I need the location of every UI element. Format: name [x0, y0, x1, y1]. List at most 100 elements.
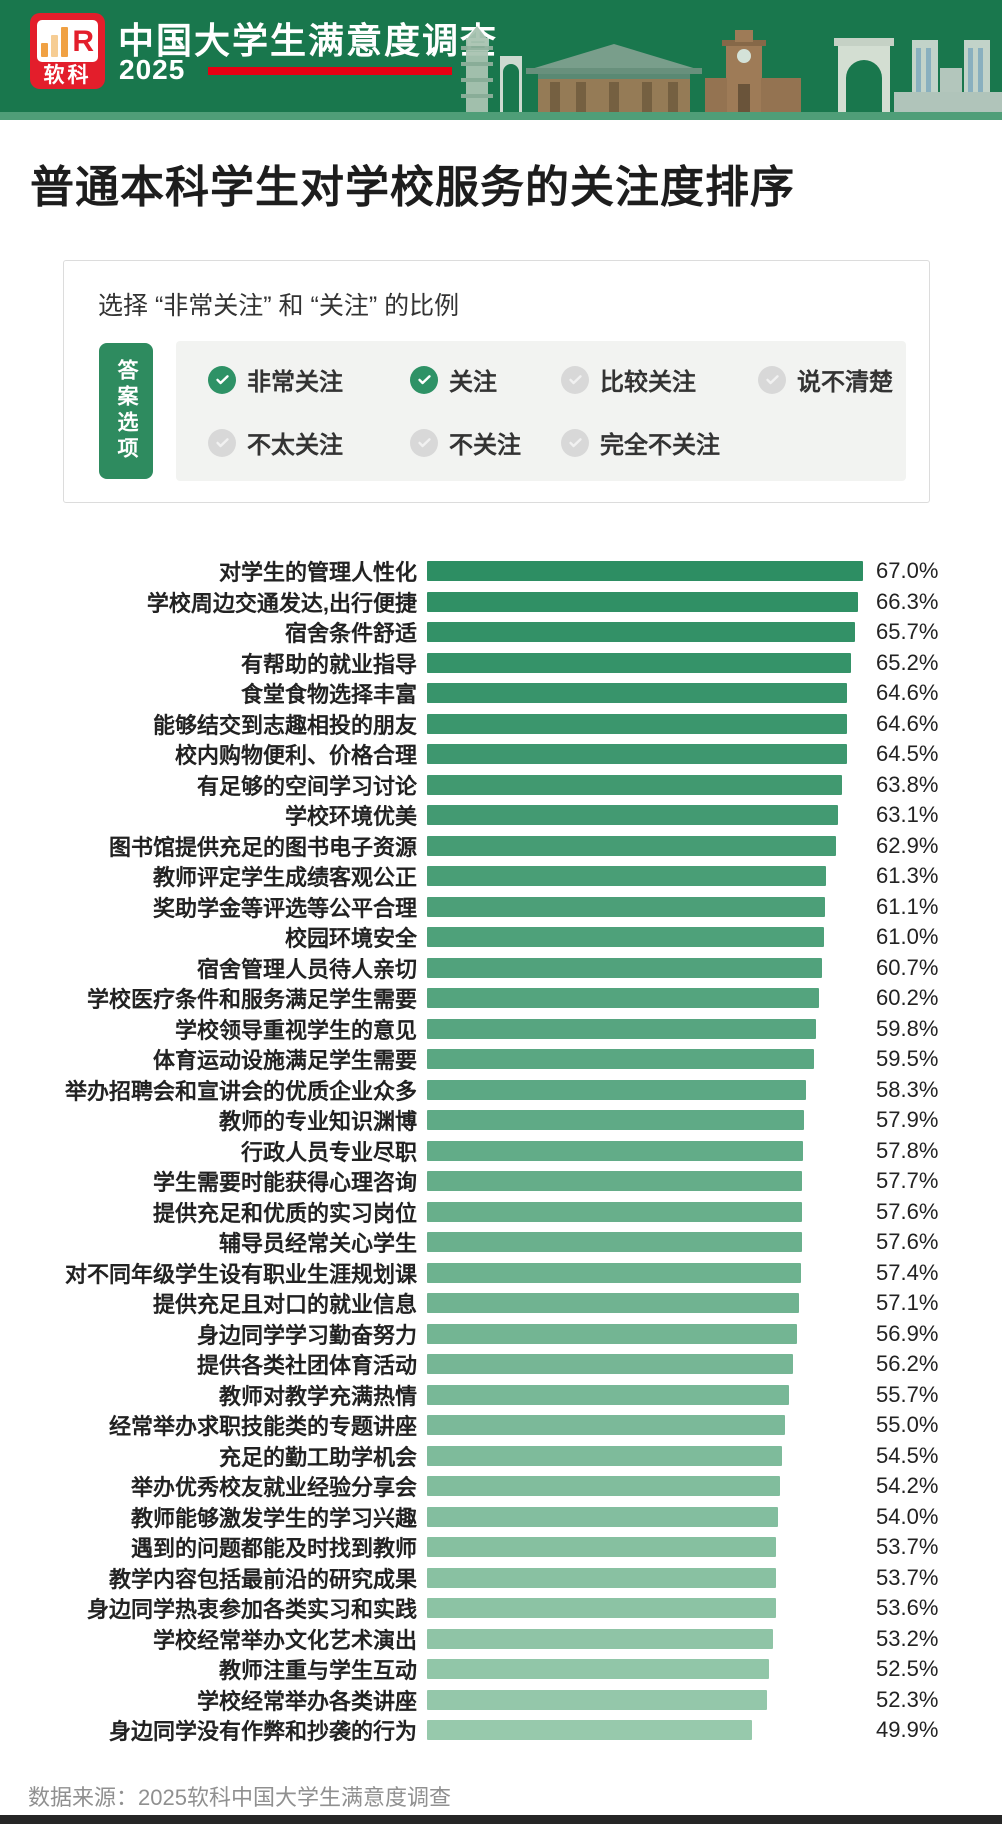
chart-row: 食堂食物选择丰富 64.6%: [0, 678, 1002, 709]
bar-label: 学校周边交通发达,出行便捷: [146, 590, 417, 616]
bar: [427, 1445, 782, 1466]
chart-row: 能够结交到志趣相投的朋友 64.6%: [0, 709, 1002, 740]
bar: [427, 1262, 801, 1283]
bar-track: [427, 1171, 863, 1192]
bar-value: 57.6%: [876, 1198, 939, 1224]
options-panel: 非常关注 关注 比较关注 说不清楚不太关注 不关注 完全不关注: [176, 341, 906, 481]
bar: [427, 1049, 815, 1070]
bar-track: [427, 1659, 863, 1680]
bar-label: 教师评定学生成绩客观公正: [152, 865, 417, 891]
bar-label: 图书馆提供充足的图书电子资源: [108, 834, 417, 860]
chart-row: 学校领导重视学生的意见 59.8%: [0, 1014, 1002, 1045]
bar-label: 对学生的管理人性化: [218, 560, 417, 586]
bar-value: 64.6%: [876, 710, 939, 736]
bar-label: 教师的专业知识渊博: [218, 1109, 417, 1135]
bar-value: 62.9%: [876, 832, 939, 858]
answer-option[interactable]: 比较关注: [561, 362, 758, 397]
bar-track: [427, 744, 863, 765]
answer-option[interactable]: 说不清楚: [758, 362, 906, 397]
bar-value: 66.3%: [876, 588, 939, 614]
bar-value: 61.0%: [876, 924, 939, 950]
bar-track: [427, 1354, 863, 1375]
chart-row: 宿舍管理人员待人亲切 60.7%: [0, 953, 1002, 984]
header-divider-strip: [0, 112, 1002, 120]
bar-value: 59.5%: [876, 1046, 939, 1072]
bar-label: 学生需要时能获得心理咨询: [152, 1170, 417, 1196]
answer-option-label: 说不清楚: [797, 369, 893, 396]
bar-value: 63.1%: [876, 802, 939, 828]
red-accent-line: [208, 67, 452, 75]
campus-skyline-illustration: [461, 26, 1002, 112]
bar-label: 学校环境优美: [284, 804, 417, 830]
bar-track: [427, 652, 863, 673]
bar: [427, 927, 824, 948]
bar-track: [427, 927, 863, 948]
bar: [427, 1659, 769, 1680]
bar-value: 61.3%: [876, 863, 939, 889]
answer-option[interactable]: 关注: [410, 362, 561, 397]
chart-row: 学校环境优美 63.1%: [0, 800, 1002, 831]
bar: [427, 561, 863, 582]
bar: [427, 1628, 774, 1649]
bar: [427, 1171, 803, 1192]
bar-value: 53.6%: [876, 1595, 939, 1621]
bar-value: 58.3%: [876, 1076, 939, 1102]
logo-bar-icon: [61, 27, 69, 57]
bar-track: [427, 835, 863, 856]
bar: [427, 1598, 776, 1619]
bar-label: 提供充足和优质的实习岗位: [152, 1200, 417, 1226]
chart-row: 教师注重与学生互动 52.5%: [0, 1654, 1002, 1685]
answer-option-label: 不太关注: [247, 432, 343, 459]
bar-track: [427, 1445, 863, 1466]
bar-value: 55.0%: [876, 1412, 939, 1438]
bar-label: 有帮助的就业指导: [240, 651, 417, 677]
bar-value: 61.1%: [876, 893, 939, 919]
bar-label: 食堂食物选择丰富: [240, 682, 417, 708]
answer-options-box: 选择 “非常关注” 和 “关注” 的比例 答案选项 非常关注 关注 比较关注 说不清楚…: [63, 260, 930, 503]
chart-row: 校园环境安全 61.0%: [0, 922, 1002, 953]
bar-chart: 对学生的管理人性化 67.0% 学校周边交通发达,出行便捷 66.3% 宿舍条件舒适 65…: [0, 556, 1002, 1746]
bar-value: 64.5%: [876, 741, 939, 767]
page-title: 普通本科学生对学校服务的关注度排序: [30, 163, 795, 212]
bar-label: 校内购物便利、价格合理: [174, 743, 417, 769]
bar-track: [427, 622, 863, 643]
bar-value: 55.7%: [876, 1381, 939, 1407]
bar-value: 52.5%: [876, 1656, 939, 1682]
bar-track: [427, 1323, 863, 1344]
bar: [427, 1201, 802, 1222]
bar-label: 学校领导重视学生的意见: [174, 1017, 417, 1043]
chart-row: 遇到的问题都能及时找到教师 53.7%: [0, 1532, 1002, 1563]
chart-row: 提供充足且对口的就业信息 57.1%: [0, 1288, 1002, 1319]
answer-option[interactable]: 完全不关注: [561, 425, 758, 460]
bar: [427, 866, 826, 887]
bar-track: [427, 713, 863, 734]
answer-options-tab: 答案选项: [99, 343, 153, 479]
bar-track: [427, 1201, 863, 1222]
bar-value: 57.1%: [876, 1290, 939, 1316]
bar-value: 67.0%: [876, 558, 939, 584]
bar-track: [427, 591, 863, 612]
bar-label: 教师注重与学生互动: [218, 1658, 417, 1684]
bar-label: 身边同学没有作弊和抄袭的行为: [108, 1719, 417, 1745]
check-icon: [410, 428, 438, 457]
bar: [427, 1079, 807, 1100]
answer-option[interactable]: 非常关注: [208, 362, 410, 397]
answer-option[interactable]: 不太关注: [208, 425, 410, 460]
bar-track: [427, 1415, 863, 1436]
bar: [427, 591, 859, 612]
bar-track: [427, 1476, 863, 1497]
bar-label: 教学内容包括最前沿的研究成果: [108, 1566, 417, 1592]
bar-label: 学校经常举办各类讲座: [196, 1688, 417, 1714]
bar-track: [427, 988, 863, 1009]
answer-option-label: 完全不关注: [600, 432, 720, 459]
chart-row: 有足够的空间学习讨论 63.8%: [0, 770, 1002, 801]
answer-option[interactable]: 不关注: [410, 425, 561, 460]
bar: [427, 988, 819, 1009]
chart-row: 体育运动设施满足学生需要 59.5%: [0, 1044, 1002, 1075]
ruanke-logo: R 软科: [30, 13, 105, 89]
bar: [427, 1140, 804, 1161]
bar-track: [427, 1598, 863, 1619]
chart-row: 教师对教学充满热情 55.7%: [0, 1380, 1002, 1411]
chart-rows: 对学生的管理人性化 67.0% 学校周边交通发达,出行便捷 66.3% 宿舍条件舒适 65…: [0, 556, 1002, 1746]
chart-row: 宿舍条件舒适 65.7%: [0, 617, 1002, 648]
